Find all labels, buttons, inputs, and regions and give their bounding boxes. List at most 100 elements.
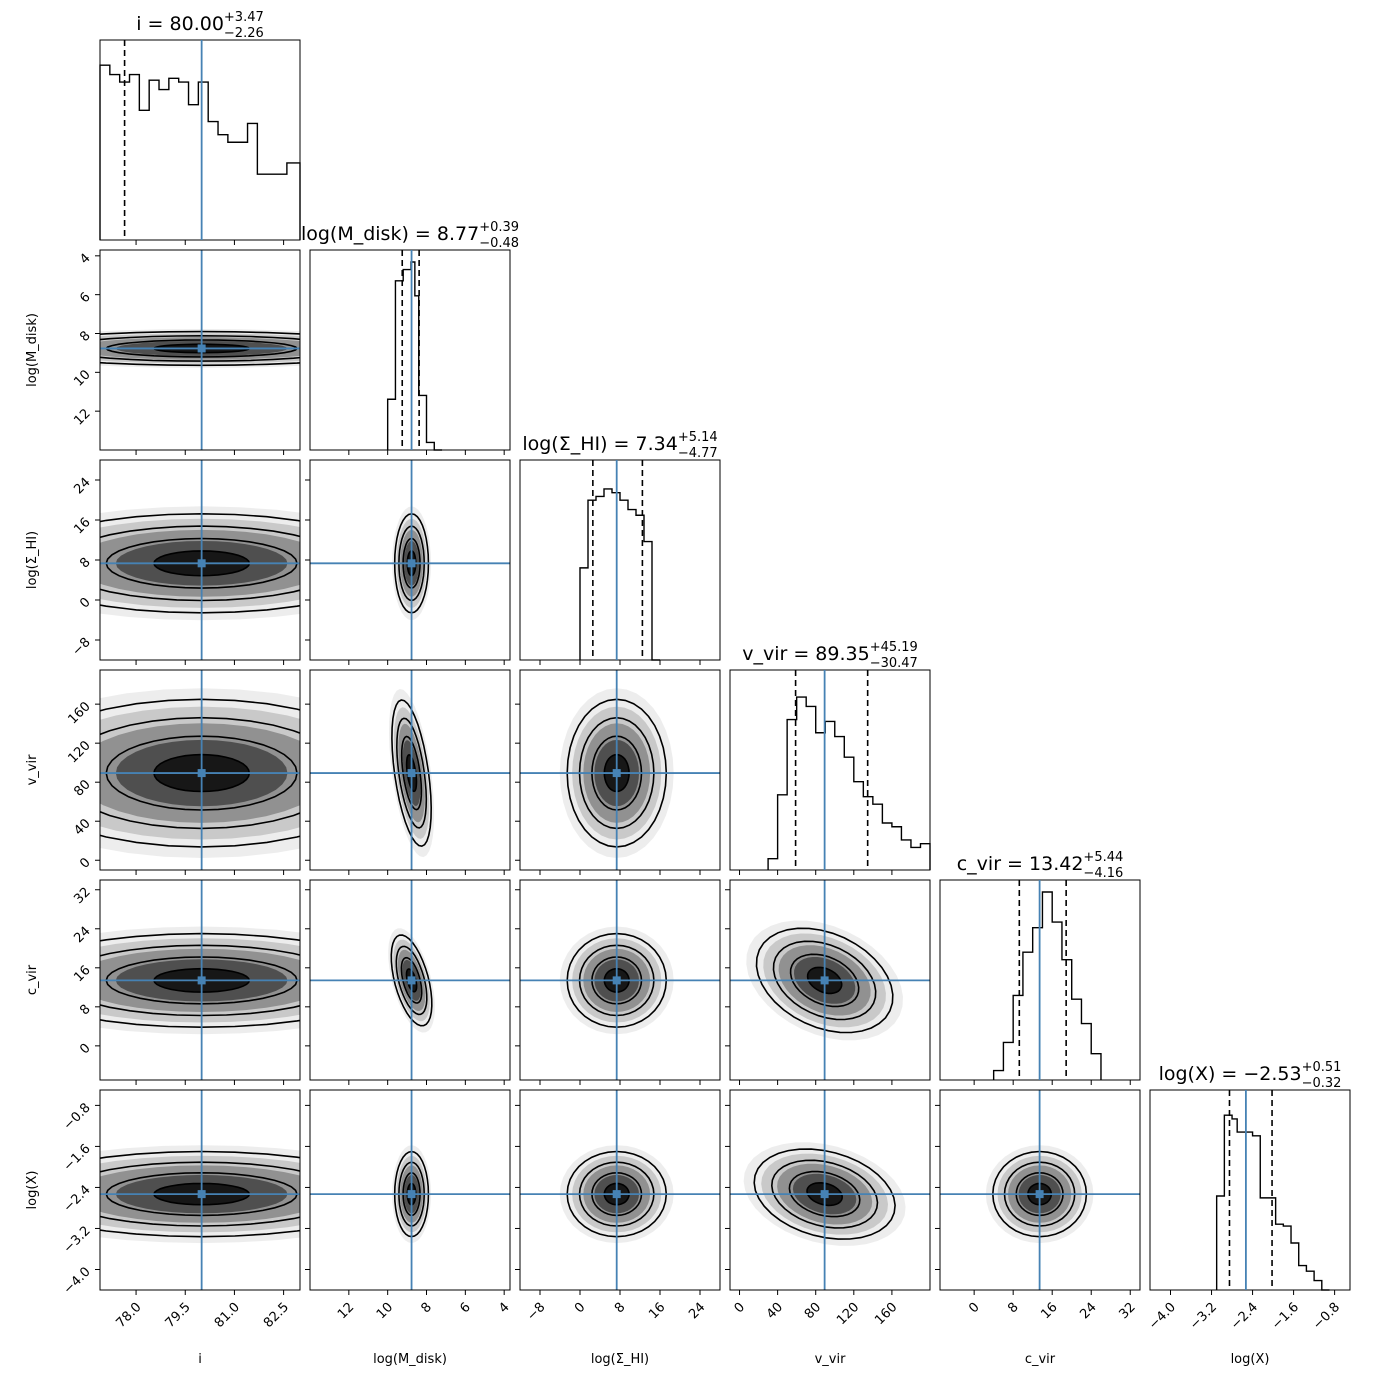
xtick-label-v_vir-2: 80 bbox=[802, 1300, 824, 1322]
xtick-label-c_vir-3: 24 bbox=[1077, 1300, 1099, 1322]
truth-marker-c_vir-log_X bbox=[1035, 1190, 1044, 1199]
pair-panel-i-c_vir bbox=[95, 879, 301, 1085]
ytick-label-log_Mdisk-3: 10 bbox=[71, 367, 93, 389]
histogram-i bbox=[99, 64, 301, 240]
xtick-label-v_vir-1: 40 bbox=[764, 1300, 786, 1322]
title-minus-log_SigmaHI: −4.77 bbox=[678, 446, 718, 461]
pair-content-v_vir-log_X bbox=[730, 1090, 930, 1290]
contour-0-i-log_SigmaHI bbox=[100, 512, 300, 614]
contour-1-i-c_vir bbox=[100, 944, 300, 1017]
contour-3-v_vir-log_X bbox=[806, 1181, 844, 1207]
title-minus-log_X: −0.32 bbox=[1302, 1076, 1342, 1091]
title-v_vir: v_vir = 89.35+45.19 bbox=[742, 640, 918, 665]
ytick-label-log_X-3: −3.2 bbox=[61, 1224, 94, 1257]
pair-content-i-log_Mdisk bbox=[100, 250, 300, 450]
pair-frame-log_Mdisk-c_vir bbox=[309, 879, 511, 1081]
ytick-label-log_SigmaHI-1: 16 bbox=[71, 515, 93, 537]
pair-panel-c_vir-log_X bbox=[935, 1089, 1141, 1295]
ytick-label-v_vir-4: 0 bbox=[77, 855, 93, 871]
xtick-label-c_vir-0: 0 bbox=[966, 1300, 982, 1316]
histogram-v_vir bbox=[767, 696, 931, 870]
truth-marker-i-v_vir bbox=[197, 769, 206, 778]
title-minus-v_vir: −30.47 bbox=[870, 656, 918, 671]
pair-frame-log_Mdisk-log_X bbox=[309, 1089, 511, 1291]
xtick-label-i-1: 79.5 bbox=[163, 1300, 194, 1331]
ytick-label-c_vir-3: 8 bbox=[77, 1002, 93, 1018]
title-log_X: log(X) = −2.53+0.51 bbox=[1159, 1060, 1342, 1085]
title-c_vir: c_vir = 13.42+5.44 bbox=[957, 850, 1124, 875]
title-plus-log_Mdisk: +0.39 bbox=[479, 220, 519, 235]
histogram-log_Mdisk bbox=[386, 261, 443, 451]
pair-panel-log_Mdisk-v_vir bbox=[305, 669, 511, 875]
pair-content-log_SigmaHI-log_X bbox=[520, 1090, 720, 1290]
pair-content-i-v_vir bbox=[100, 670, 300, 870]
pair-panel-log_SigmaHI-c_vir bbox=[515, 879, 721, 1085]
pair-panel-log_SigmaHI-log_X bbox=[515, 1089, 721, 1295]
pair-panel-i-log_Mdisk bbox=[95, 249, 301, 455]
ytick-label-log_X-0: −0.8 bbox=[61, 1100, 94, 1133]
pair-frame-v_vir-c_vir bbox=[729, 879, 931, 1081]
xtick-label-log_SigmaHI-0: −8 bbox=[524, 1300, 548, 1324]
xtick-label-v_vir-0: 0 bbox=[732, 1300, 748, 1316]
xtick-label-log_SigmaHI-2: 8 bbox=[612, 1300, 628, 1316]
contour-1-log_Mdisk-c_vir bbox=[395, 945, 428, 1016]
pair-panel-i-log_X bbox=[95, 1089, 301, 1295]
pair-frame-i-log_Mdisk bbox=[99, 249, 301, 451]
ytick-label-log_Mdisk-1: 6 bbox=[77, 290, 93, 306]
xtick-label-log_Mdisk-0: 12 bbox=[335, 1300, 357, 1322]
ytick-label-c_vir-4: 0 bbox=[77, 1041, 93, 1057]
pair-content-log_Mdisk-log_X bbox=[310, 1090, 510, 1290]
ylabel-v_vir: v_vir bbox=[25, 754, 40, 785]
xtick-label-log_X-1: −3.2 bbox=[1187, 1300, 1220, 1333]
hist-panel-c_vir: c_vir = 13.42+5.44−4.16 bbox=[939, 850, 1141, 1085]
title-plus-log_SigmaHI: +5.14 bbox=[678, 430, 718, 445]
xtick-label-c_vir-2: 16 bbox=[1038, 1300, 1060, 1322]
ytick-label-c_vir-2: 16 bbox=[71, 963, 93, 985]
hist-frame-log_SigmaHI bbox=[519, 459, 721, 661]
hist-frame-log_X bbox=[1149, 1089, 1351, 1291]
contour-0-i-v_vir bbox=[100, 698, 300, 848]
ytick-label-c_vir-0: 32 bbox=[71, 885, 93, 907]
contour-0-i-log_X bbox=[100, 1150, 300, 1238]
title-plus-c_vir: +5.44 bbox=[1083, 850, 1123, 865]
truth-marker-v_vir-c_vir bbox=[820, 976, 829, 985]
pair-panel-log_Mdisk-log_X bbox=[305, 1089, 511, 1295]
pair-panel-v_vir-c_vir bbox=[725, 879, 931, 1085]
contour-2-v_vir-log_X bbox=[788, 1170, 861, 1218]
xlabel-log_X: log(X) bbox=[1231, 1352, 1270, 1367]
xlabel-v_vir: v_vir bbox=[815, 1352, 846, 1367]
hist-frame-log_Mdisk bbox=[309, 249, 511, 451]
pair-panel-log_SigmaHI-v_vir bbox=[515, 669, 721, 875]
title-log_SigmaHI: log(Σ_HI) = 7.34+5.14 bbox=[522, 430, 717, 455]
hist-frame-i bbox=[99, 39, 301, 241]
ytick-label-log_Mdisk-4: 12 bbox=[71, 406, 93, 428]
histogram-log_X bbox=[1215, 1114, 1330, 1291]
pair-panel-log_Mdisk-c_vir bbox=[305, 879, 511, 1085]
histogram-log_SigmaHI bbox=[579, 488, 660, 661]
xtick-label-log_Mdisk-4: 4 bbox=[496, 1300, 512, 1316]
contour-1-v_vir-c_vir bbox=[772, 940, 877, 1021]
pair-content-v_vir-c_vir bbox=[730, 880, 930, 1080]
title-value-log_X: log(X) = −2.53 bbox=[1159, 1063, 1302, 1085]
contour-0-v_vir-c_vir bbox=[755, 927, 894, 1034]
xtick-label-log_Mdisk-3: 6 bbox=[457, 1300, 473, 1316]
pair-content-log_Mdisk-log_SigmaHI bbox=[310, 460, 510, 660]
contour-0-i-c_vir bbox=[100, 932, 300, 1029]
ytick-label-log_SigmaHI-4: −8 bbox=[69, 635, 93, 659]
xtick-label-c_vir-1: 8 bbox=[1005, 1300, 1021, 1316]
pair-panel-log_Mdisk-log_SigmaHI bbox=[305, 459, 511, 665]
xtick-label-log_X-3: −1.6 bbox=[1269, 1300, 1302, 1333]
pair-frame-log_Mdisk-v_vir bbox=[309, 669, 511, 871]
pair-frame-i-c_vir bbox=[99, 879, 301, 1081]
truth-marker-log_Mdisk-v_vir bbox=[407, 769, 416, 778]
xtick-label-log_SigmaHI-1: 0 bbox=[572, 1300, 588, 1316]
xtick-label-c_vir-4: 32 bbox=[1116, 1300, 1138, 1322]
pair-frame-v_vir-log_X bbox=[729, 1089, 931, 1291]
contour-2-v_vir-c_vir bbox=[789, 953, 860, 1008]
pair-frame-i-v_vir bbox=[99, 669, 301, 871]
truth-marker-log_Mdisk-c_vir bbox=[407, 976, 416, 985]
title-value-c_vir: c_vir = 13.42 bbox=[957, 853, 1084, 875]
xtick-label-log_Mdisk-1: 10 bbox=[374, 1300, 396, 1322]
pair-panel-v_vir-log_X bbox=[725, 1089, 931, 1295]
contour-1-v_vir-log_X bbox=[770, 1159, 879, 1229]
